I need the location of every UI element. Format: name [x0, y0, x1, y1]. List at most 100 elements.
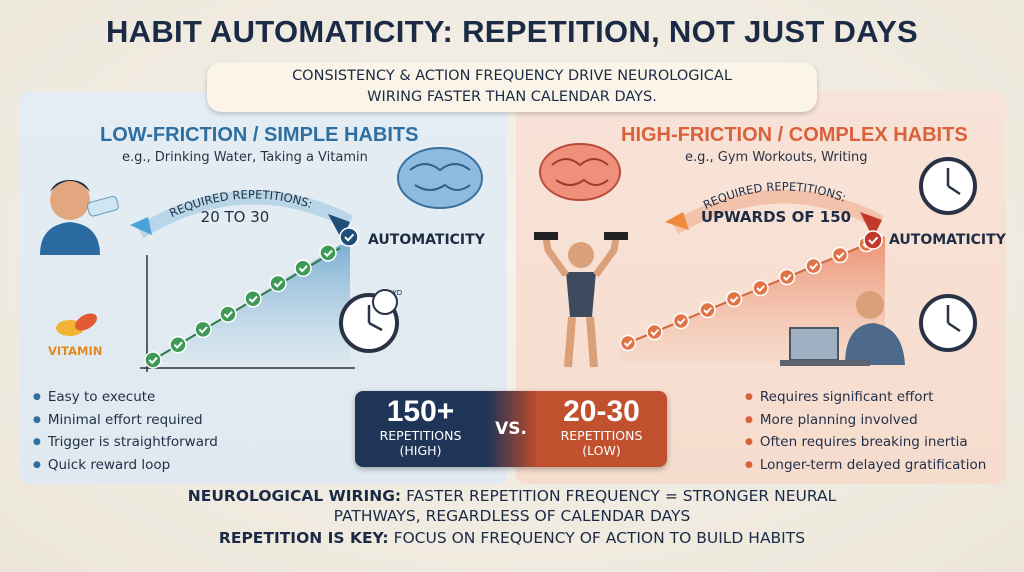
check-circle	[699, 301, 716, 319]
milestone: AUTOMATICITY	[368, 232, 486, 248]
comparison-low: 20-30 REPETITIONS (LOW)	[536, 391, 667, 467]
check-mark	[782, 274, 792, 282]
check-mark	[756, 285, 765, 293]
person-icon	[845, 323, 905, 365]
bullet-list: Easy to execute Minimal effort required …	[33, 387, 218, 477]
check-mark	[323, 249, 333, 258]
arc	[671, 189, 884, 235]
bottle-icon	[86, 195, 119, 217]
subtitle-line: CONSISTENCY & ACTION FREQUENCY DRIVE NEU…	[292, 68, 732, 84]
panel-example: e.g., Drinking Water, Taking a Vitamin	[122, 150, 368, 165]
comparison-note: (HIGH)	[399, 443, 442, 458]
check-circle	[778, 268, 796, 286]
comparison-high: 150+ REPETITIONS (HIGH)	[355, 391, 486, 467]
subtitle-line: WIRING FASTER THAN CALENDAR DAYS.	[367, 89, 657, 105]
check-circle	[194, 320, 212, 339]
brain-icon	[409, 163, 471, 191]
clock-icon	[372, 289, 398, 315]
dumbbell-icon	[534, 232, 558, 240]
pill-icon	[75, 313, 97, 331]
comparison-number: 150+	[386, 395, 455, 428]
check-circle	[805, 257, 822, 275]
check-circle	[863, 230, 883, 250]
check-circle	[169, 335, 187, 354]
check-mark	[273, 280, 283, 288]
check-circle	[244, 290, 262, 308]
check-mark	[298, 265, 308, 273]
laptop-icon	[780, 360, 870, 366]
bullet: Trigger is straightforward	[33, 432, 218, 455]
footer-line: NEUROLOGICAL WIRING: FASTER REPETITION F…	[182, 486, 842, 526]
comparison-label: REPETITIONS	[379, 428, 462, 443]
check-circle	[831, 246, 849, 264]
bullet: Minimal effort required	[33, 410, 218, 433]
brain-icon	[397, 147, 483, 209]
check-circle	[752, 279, 769, 297]
dumbbell-icon	[604, 232, 628, 240]
person-icon	[40, 222, 100, 255]
check-mark	[809, 263, 818, 271]
check-circle	[672, 312, 690, 330]
check-mark	[676, 318, 686, 326]
person-icon	[50, 180, 90, 192]
repetitions: UPWARDS OF 150	[701, 208, 851, 226]
bullet: Longer-term delayed gratification	[745, 455, 986, 478]
person-icon	[50, 180, 90, 220]
milestone: AUTOMATICITY	[889, 232, 1007, 248]
repetitions: 20 TO 30	[201, 208, 270, 226]
clock-icon	[946, 168, 961, 196]
check-circle	[269, 274, 287, 293]
comparison-box: 150+ REPETITIONS (HIGH) VS. 20-30 REPETI…	[355, 391, 667, 467]
check-mark	[650, 329, 659, 337]
check-circle	[725, 290, 743, 308]
brain-icon	[539, 143, 621, 201]
check-circle	[319, 244, 337, 262]
check-circle	[144, 351, 162, 369]
footer-lead: REPETITION IS KEY:	[218, 529, 389, 547]
arc	[136, 190, 354, 238]
check-mark	[248, 295, 258, 304]
check-mark	[223, 311, 233, 319]
footer-lead: NEUROLOGICAL WIRING:	[187, 487, 402, 505]
bullet: More planning involved	[745, 410, 986, 433]
check-mark	[703, 307, 712, 315]
comparison-number: 20-30	[563, 395, 640, 428]
comparison-vs: VS.	[486, 391, 536, 467]
bullet-list: Requires significant effort More plannin…	[745, 387, 986, 477]
progress-line	[627, 244, 866, 344]
check-circle	[619, 334, 637, 352]
check-circle	[294, 259, 312, 277]
check-mark	[868, 236, 879, 245]
check-mark	[173, 341, 183, 349]
footer-text: FASTER REPETITION FREQUENCY = STRONGER N…	[333, 487, 837, 525]
subtitle: CONSISTENCY & ACTION FREQUENCY DRIVE NEU…	[207, 62, 817, 112]
person-icon	[568, 242, 594, 268]
person-icon	[566, 272, 596, 317]
check-mark	[835, 252, 845, 260]
check-circle	[339, 227, 359, 247]
bullet: Easy to execute	[33, 387, 218, 410]
check-mark	[148, 356, 158, 365]
laptop-icon	[789, 327, 839, 361]
check-circle	[219, 305, 237, 323]
footer: NEUROLOGICAL WIRING: FASTER REPETITION F…	[0, 486, 1024, 548]
bullet: Often requires breaking inertia	[745, 432, 986, 455]
check-mark	[729, 296, 739, 304]
clock-icon	[367, 305, 383, 332]
panel-heading: HIGH-FRICTION / COMPLEX HABITS	[621, 124, 968, 146]
footer-text: FOCUS ON FREQUENCY OF ACTION TO BUILD HA…	[393, 529, 806, 547]
check-circle	[646, 323, 663, 341]
vitamin-label: VITAMIN	[48, 344, 102, 358]
arc-start	[665, 212, 689, 230]
check-mark	[623, 340, 633, 348]
arc-end	[860, 212, 882, 238]
bullet: Quick reward loop	[33, 455, 218, 478]
clock-icon	[946, 305, 961, 333]
comparison-note: (LOW)	[582, 443, 621, 458]
footer-line: REPETITION IS KEY: FOCUS ON FREQUENCY OF…	[0, 528, 1024, 548]
brain-icon	[551, 158, 609, 186]
comparison-label: REPETITIONS	[560, 428, 643, 443]
person-icon	[564, 316, 598, 368]
